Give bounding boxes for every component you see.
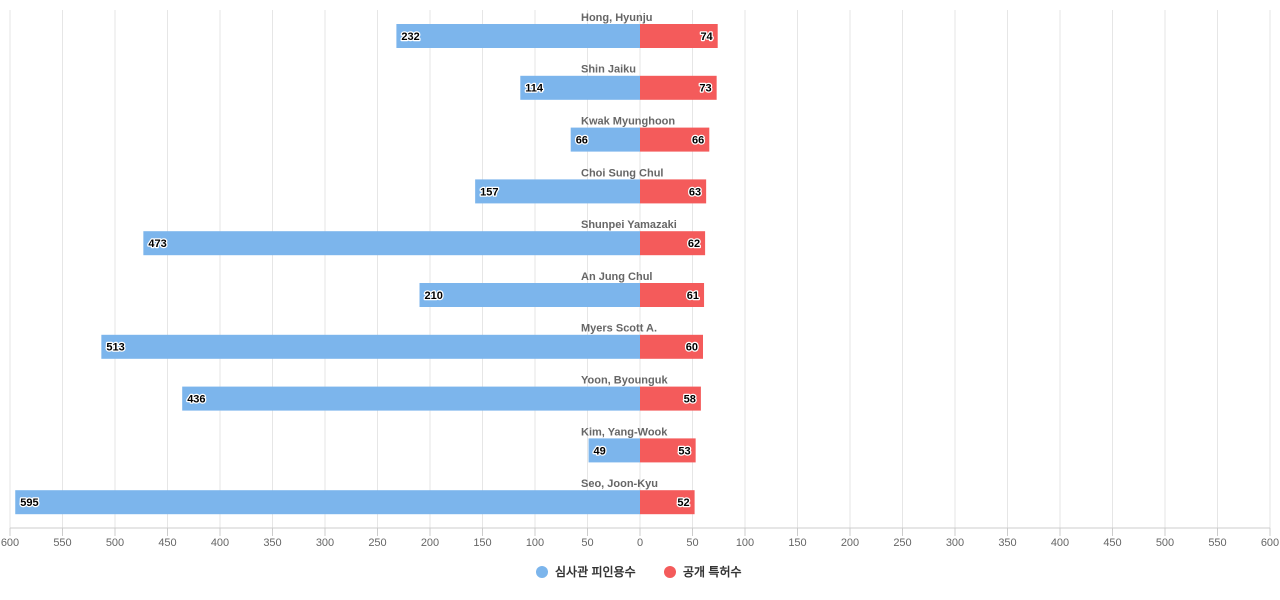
category-label: Kwak Myunghoon [581, 116, 675, 128]
data-label-left: 114 [525, 83, 544, 95]
x-tick-label: 450 [1103, 537, 1121, 549]
bar-left-10[interactable] [15, 490, 640, 515]
bar-right-10[interactable] [640, 490, 695, 515]
data-label-right: 52 [677, 497, 689, 509]
category-label: Shin Jaiku [581, 64, 636, 76]
data-label-left: 436 [187, 394, 205, 406]
bar-right-8[interactable] [640, 386, 701, 411]
bar-right-4[interactable] [640, 179, 707, 204]
x-tick-label: 200 [841, 537, 859, 549]
category-label: Choi Sung Chul [581, 167, 663, 179]
category-label: Kim, Yang-Wook [581, 426, 668, 438]
legend-label: 공개 특허수 [683, 564, 742, 579]
bar-left-3[interactable] [570, 127, 640, 152]
category-label: Seo, Joon-Kyu [581, 478, 658, 490]
category-labels: Hong, Hyunju Shin Jaiku Kwak Myunghoon Choi… [581, 12, 677, 490]
bar-right-1[interactable] [640, 24, 718, 48]
bar-left-2[interactable] [520, 75, 640, 100]
x-tick-label: 400 [1051, 537, 1069, 549]
data-label-right: 73 [699, 83, 711, 95]
category-label: Myers Scott A. [581, 323, 657, 335]
bar-left-4[interactable] [475, 179, 640, 204]
x-tick-label: 550 [1208, 537, 1226, 549]
x-tick-label: 500 [106, 537, 124, 549]
data-label-right: 63 [689, 186, 701, 198]
x-tick-label: 100 [736, 537, 754, 549]
bars [15, 24, 718, 515]
x-tick-label: 300 [946, 537, 964, 549]
data-label-right: 60 [686, 342, 698, 354]
data-label-right: 53 [678, 445, 690, 457]
bar-right-3[interactable] [640, 127, 710, 152]
data-label-left: 595 [20, 497, 38, 509]
x-tick-label: 250 [368, 537, 386, 549]
x-tick-label: 400 [211, 537, 229, 549]
x-tick-label: 150 [473, 537, 491, 549]
data-label-right: 62 [688, 238, 700, 250]
x-tick-label: 100 [526, 537, 544, 549]
data-label-left: 157 [480, 186, 498, 198]
bar-right-9[interactable] [640, 438, 696, 463]
data-label-right: 61 [687, 290, 699, 302]
x-tick-label: 0 [637, 537, 643, 549]
legend-label: 심사관 피인용수 [555, 564, 636, 579]
data-label-right: 74 [700, 31, 713, 43]
bar-left-6[interactable] [419, 283, 641, 307]
legend-item-1[interactable]: 심사관 피인용수 [536, 564, 636, 579]
legend-item-2[interactable]: 공개 특허수 [664, 564, 742, 579]
x-tick-label: 600 [1261, 537, 1279, 549]
data-label-left: 232 [401, 31, 419, 43]
legend-marker [536, 566, 548, 578]
bar-right-7[interactable] [640, 334, 703, 359]
x-tick-label: 350 [263, 537, 281, 549]
data-label-left: 210 [425, 290, 443, 302]
bar-right-2[interactable] [640, 75, 717, 100]
x-tick-label: 50 [686, 537, 698, 549]
data-label-left: 473 [148, 238, 166, 250]
x-tick-label: 500 [1156, 537, 1174, 549]
x-tick-label: 550 [53, 537, 71, 549]
bar-left-1[interactable] [396, 24, 640, 48]
x-tick-label: 300 [316, 537, 334, 549]
data-label-left: 513 [106, 342, 124, 354]
x-tick-label: 600 [1, 537, 19, 549]
x-tick-label: 150 [788, 537, 806, 549]
data-label-right: 58 [684, 394, 696, 406]
data-label-right: 66 [692, 135, 704, 147]
data-label-left: 49 [594, 445, 606, 457]
data-label-left: 66 [576, 135, 588, 147]
category-label: An Jung Chul [581, 271, 653, 283]
x-tick-label: 200 [421, 537, 439, 549]
bar-right-5[interactable] [640, 231, 706, 256]
legend-marker [664, 566, 676, 578]
grid-lines [9, 10, 1271, 536]
legend[interactable]: 심사관 피인용수 공개 특허수 [536, 564, 742, 579]
category-label: Yoon, Byounguk [581, 375, 668, 387]
x-tick-label: 250 [893, 537, 911, 549]
data-labels: 232 74 114 73 66 66 157 63 473 62 210 61 513 60 436 58 4… [19, 30, 715, 511]
bar-left-8[interactable] [182, 386, 640, 411]
bar-left-9[interactable] [588, 438, 640, 463]
category-label: Shunpei Yamazaki [581, 219, 677, 231]
x-axis-tick-labels: 600 550 500 450 400 350 300 250 200 150 100 50 0 50 10… [1, 537, 1279, 549]
bar-left-7[interactable] [101, 334, 641, 359]
x-tick-label: 450 [158, 537, 176, 549]
x-tick-label: 350 [998, 537, 1016, 549]
bar-left-5[interactable] [143, 231, 640, 256]
x-tick-label: 50 [581, 537, 593, 549]
bar-right-6[interactable] [640, 283, 705, 307]
category-label: Hong, Hyunju [581, 12, 653, 24]
